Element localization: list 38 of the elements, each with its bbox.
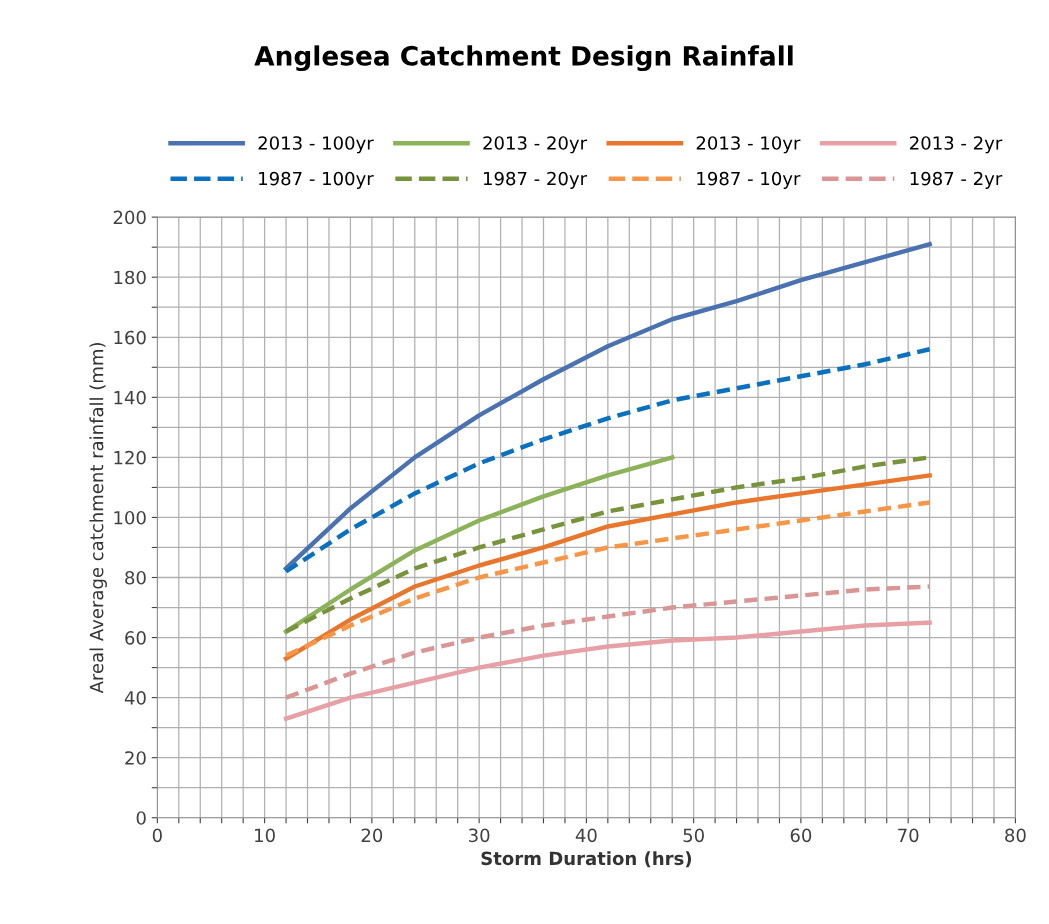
y-tick-label: 180 <box>114 270 146 285</box>
line-series <box>283 473 932 661</box>
x-tick-label: 10 <box>255 828 275 843</box>
x-tick-label: 0 <box>152 828 162 843</box>
y-axis-title: Areal Average catchment rainfall (mm) <box>89 343 107 694</box>
legend-label: 2013 - 100yr <box>258 136 374 154</box>
line-series <box>283 620 932 721</box>
x-tick-label: 70 <box>898 828 919 843</box>
y-tick-label: 200 <box>113 210 146 225</box>
x-tick-label: 50 <box>683 828 704 843</box>
y-tick-label: 80 <box>125 570 146 585</box>
legend-label: 1987 - 2yr <box>910 171 1003 189</box>
legend-label: 1987 - 10yr <box>697 171 801 189</box>
y-tick-label: 60 <box>125 631 146 645</box>
line-series <box>283 347 932 574</box>
y-tick-label: 160 <box>114 330 146 345</box>
y-tick-label: 140 <box>114 390 146 405</box>
chart-title: Anglesea Catchment Design Rainfall <box>254 45 793 72</box>
legend-label: 2013 - 20yr <box>483 136 588 154</box>
line-series <box>283 500 932 658</box>
x-tick-label: 30 <box>469 828 490 843</box>
y-tick-label: 120 <box>114 450 146 465</box>
x-tick-label: 60 <box>790 828 812 843</box>
legend-label: 2013 - 2yr <box>910 136 1003 154</box>
x-tick-label: 40 <box>575 828 597 843</box>
y-tick-label: 100 <box>114 510 146 525</box>
x-axis-title: Storm Duration (hrs) <box>481 851 692 868</box>
y-tick-label: 0 <box>136 811 146 825</box>
x-tick-label: 80 <box>1005 828 1026 843</box>
line-series <box>283 584 932 700</box>
x-tick-label: 20 <box>361 828 383 843</box>
y-tick-label: 40 <box>124 691 146 705</box>
line-series <box>283 241 932 571</box>
legend-label: 1987 - 100yr <box>259 171 374 189</box>
line-series <box>283 455 675 634</box>
y-tick-label: 20 <box>125 751 146 765</box>
legend-label: 1987 - 20yr <box>484 171 588 189</box>
legend-label: 2013 - 10yr <box>696 136 801 154</box>
